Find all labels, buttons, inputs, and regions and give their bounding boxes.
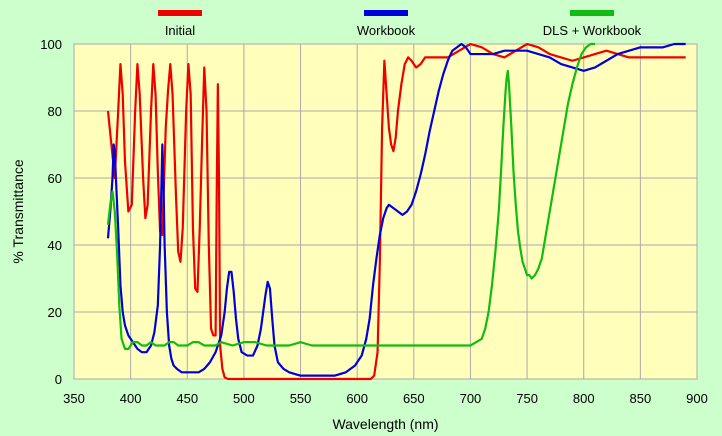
x-tick-label: 550 [290,391,312,406]
y-tick-label: 100 [40,37,62,52]
legend-swatch-dls-workbook [570,10,614,16]
x-tick-label: 600 [346,391,368,406]
y-axis-title: % Transmittance [10,159,26,263]
y-tick-label: 0 [55,372,62,387]
series-line-initial [106,42,686,381]
legend-swatch-initial [158,10,202,16]
legend-label-initial: Initial [165,23,195,38]
y-tick-labels: 0 20 40 60 80 100 [40,37,62,387]
x-tick-label: 800 [573,391,595,406]
x-tick-labels: 350 400 450 500 550 600 650 700 750 800 850 900 [63,391,708,406]
x-tick-label: 850 [630,391,652,406]
grid-lines [73,43,698,380]
series-line-dls-workbook [106,42,596,350]
x-tick-label: 450 [176,391,198,406]
y-tick-label: 40 [48,238,62,253]
x-tick-label: 500 [233,391,255,406]
legend-label-dls-workbook: DLS + Workbook [543,23,642,38]
x-axis-title: Wavelength (nm) [332,416,438,432]
legend-label-workbook: Workbook [357,23,416,38]
y-tick-label: 80 [48,104,62,119]
x-tick-label: 400 [120,391,142,406]
x-tick-label: 900 [686,391,708,406]
series-line-workbook [106,42,686,377]
legend-swatch-workbook [364,10,408,16]
legend: Initial Workbook DLS + Workbook [158,10,642,38]
x-tick-label: 350 [63,391,85,406]
series-lines [106,42,686,381]
x-tick-label: 700 [460,391,482,406]
y-tick-label: 20 [48,305,62,320]
x-tick-label: 650 [403,391,425,406]
x-tick-label: 750 [516,391,538,406]
y-tick-label: 60 [48,171,62,186]
